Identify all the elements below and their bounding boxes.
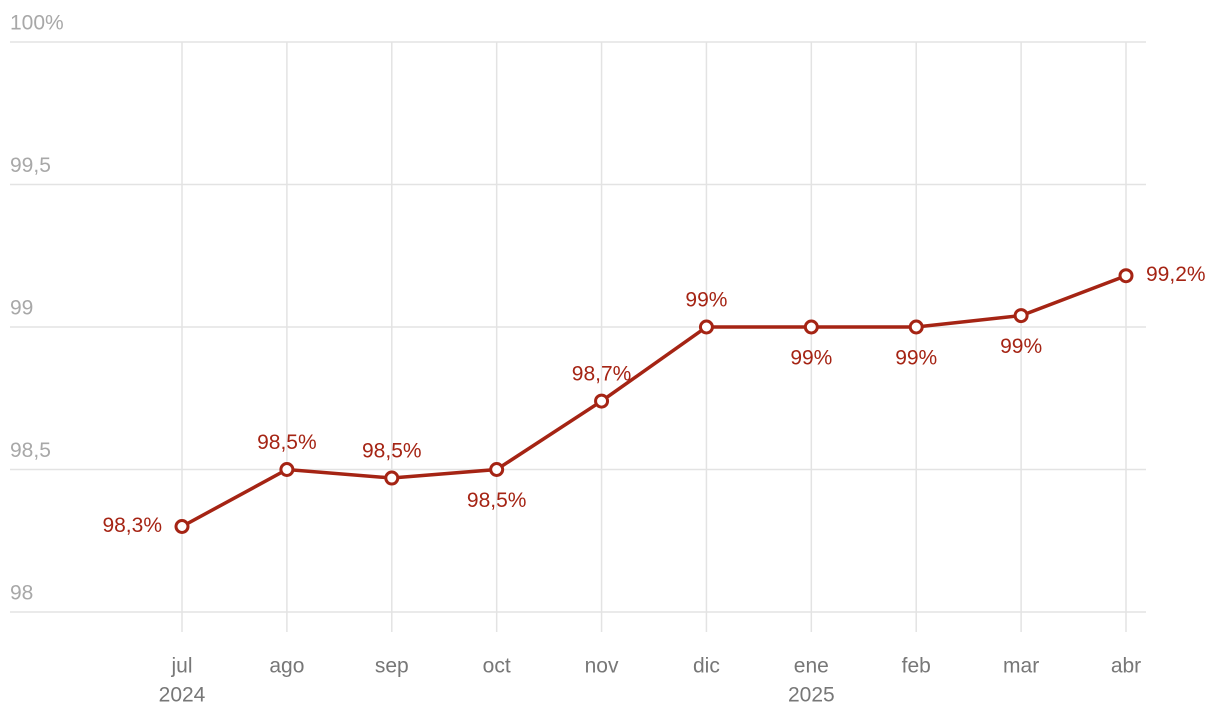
y-tick-label: 98,5 (10, 439, 51, 462)
point (489, 462, 505, 477)
value-label: 99% (895, 347, 937, 370)
value-label: 99% (685, 289, 727, 312)
value-label: 98,3% (102, 514, 162, 537)
year-label: 2024 (159, 684, 206, 707)
x-tick-label: ago (269, 655, 304, 678)
y-tick-label: 100% (10, 12, 64, 35)
point (174, 519, 190, 534)
x-tick-label: dic (693, 655, 720, 678)
line (181, 274, 1127, 529)
point (908, 319, 924, 335)
x-tick-label: mar (1003, 655, 1039, 678)
value-label: 98,7% (572, 363, 632, 386)
x-tick-label: ene (794, 655, 829, 678)
point (1118, 268, 1134, 284)
value-label: 98,5% (362, 440, 422, 463)
point (594, 393, 610, 409)
value-label: 99% (790, 347, 832, 370)
point (698, 319, 714, 335)
x-tick-label: nov (585, 655, 619, 678)
x-tick-label: abr (1111, 655, 1141, 678)
x-tick-label: feb (902, 655, 931, 678)
point (803, 319, 819, 335)
point (279, 462, 295, 477)
x-tick-label: oct (483, 655, 511, 678)
point (384, 470, 400, 486)
value-label: 99,2% (1146, 263, 1206, 286)
value-label: 98,5% (467, 489, 527, 512)
point (1013, 308, 1029, 324)
x-tick-label: sep (375, 655, 409, 678)
y-tick-label: 99,5 (10, 154, 51, 177)
y-tick-label: 98 (10, 582, 33, 605)
y-tick-label: 99 (10, 297, 33, 320)
year-label: 2025 (788, 684, 835, 707)
value-label: 99% (1000, 335, 1042, 358)
value-label: 98,5% (257, 431, 317, 454)
x-tick-label: jul (170, 655, 192, 678)
